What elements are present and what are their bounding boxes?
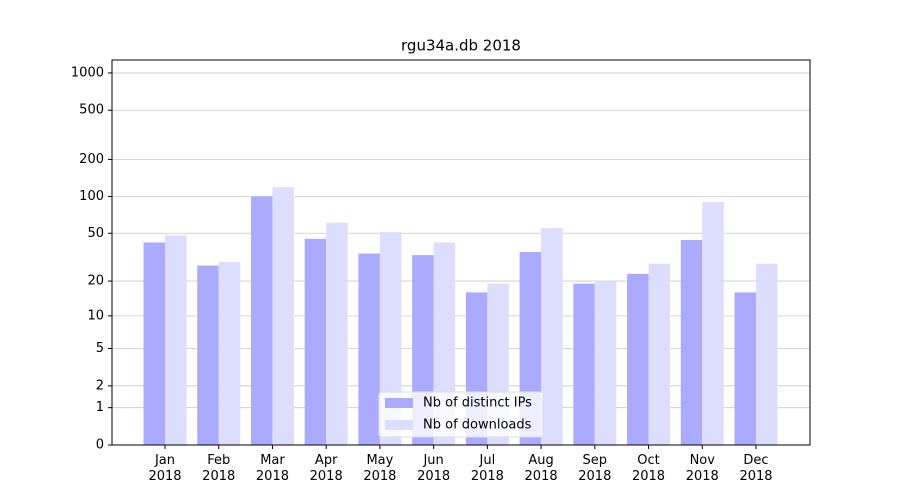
- y-tick-label: 1000: [71, 65, 104, 80]
- x-tick-label: Nov 2018: [685, 453, 719, 484]
- bar: [197, 265, 219, 445]
- bar: [702, 202, 724, 445]
- bar: [573, 283, 595, 445]
- bar: [326, 222, 348, 445]
- bar: [627, 273, 649, 445]
- bar: [250, 196, 273, 445]
- x-tick-label: Oct 2018: [631, 453, 666, 484]
- y-tick-label: 1: [96, 400, 104, 415]
- bar: [358, 253, 380, 445]
- bar: [272, 187, 294, 445]
- legend-label: Nb of distinct IPs: [423, 396, 532, 411]
- y-tick-label: 500: [79, 103, 104, 118]
- bar: [304, 238, 327, 445]
- bar: [594, 281, 617, 445]
- bar: [541, 228, 563, 445]
- y-tick-label: 5: [96, 341, 104, 356]
- x-tick-label: Mar 2018: [255, 453, 289, 484]
- x-tick-label: Jan 2018: [148, 453, 182, 484]
- y-tick-label: 200: [79, 152, 104, 167]
- bar: [218, 261, 241, 445]
- bar: [143, 242, 165, 445]
- x-tick-label: Feb 2018: [202, 453, 236, 484]
- bar: [648, 263, 671, 445]
- x-tick-label: Jul 2018: [470, 453, 504, 484]
- plot-frame: [111, 59, 811, 446]
- bar: [734, 292, 756, 445]
- chart-title: rgu34a.db 2018: [401, 37, 521, 55]
- x-tick-label: Sep 2018: [578, 453, 612, 484]
- x-tick-label: Dec 2018: [739, 453, 773, 484]
- bar: [680, 240, 703, 445]
- y-tick-label: 50: [87, 226, 104, 241]
- legend-swatch: [385, 398, 413, 408]
- y-tick-label: 100: [79, 189, 104, 204]
- x-tick-label: May 2018: [363, 453, 397, 484]
- x-tick-label: Apr 2018: [309, 453, 343, 484]
- y-tick-label: 20: [87, 274, 104, 289]
- legend-label: Nb of downloads: [423, 418, 532, 433]
- x-tick-label: Jun 2018: [417, 453, 451, 484]
- bar: [756, 263, 778, 445]
- y-tick-label: 2: [96, 378, 104, 393]
- y-tick-label: 0: [96, 438, 104, 453]
- legend-box: [378, 391, 544, 438]
- y-tick-label: 10: [87, 308, 104, 323]
- legend-swatch: [385, 420, 413, 430]
- bar: [165, 235, 187, 445]
- x-tick-label: Aug 2018: [524, 453, 558, 484]
